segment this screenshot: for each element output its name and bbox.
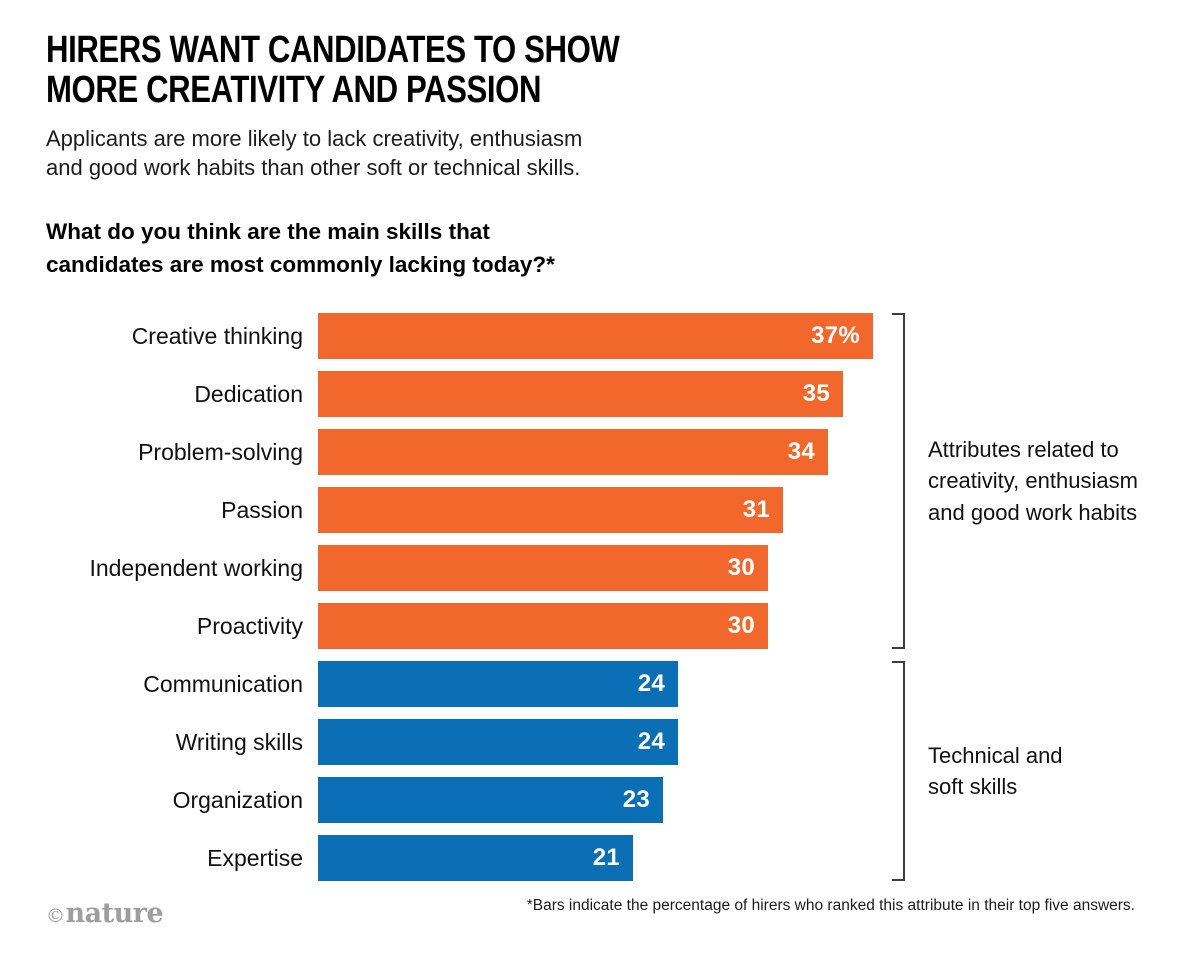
bar-category-label: Creative thinking bbox=[131, 322, 303, 349]
bar-value-label: 30 bbox=[727, 612, 755, 640]
bar-category-label: Dedication bbox=[194, 380, 303, 407]
bar-track: 30 bbox=[318, 545, 873, 592]
bar: 30 bbox=[318, 603, 768, 650]
group-bracket-technical bbox=[892, 661, 905, 882]
group-label-technical-text: Technical and soft skills bbox=[928, 742, 1063, 800]
bar-track: 30 bbox=[318, 603, 873, 650]
chart-subtitle-line-1: Applicants are more likely to lack creat… bbox=[46, 125, 583, 151]
bar-category-label: Independent working bbox=[89, 554, 303, 581]
bar-category-label: Proactivity bbox=[196, 612, 303, 639]
bar-track: 35 bbox=[318, 371, 873, 418]
bar-track: 21 bbox=[318, 835, 873, 882]
bar-value-label: 31 bbox=[742, 496, 770, 524]
bar-track: 23 bbox=[318, 777, 873, 824]
bar-category-label: Passion bbox=[221, 496, 303, 523]
chart-title-line-1: HIRERS WANT CANDIDATES TO SHOW bbox=[46, 29, 620, 71]
bar: 35 bbox=[318, 371, 843, 418]
chart-footnote: *Bars indicate the percentage of hirers … bbox=[526, 897, 1135, 915]
bar-row: Passion 31 bbox=[46, 487, 1135, 534]
bar-row: Independent working 30 bbox=[46, 545, 1135, 592]
bar-value-label: 24 bbox=[637, 670, 665, 698]
bar-row: Creative thinking 37% bbox=[46, 313, 1135, 360]
chart-subtitle-line-2: and good work habits than other soft or … bbox=[46, 154, 581, 180]
copyright-symbol: © bbox=[46, 905, 65, 928]
bar-row: Dedication 35 bbox=[46, 371, 1135, 418]
chart-title-line-2: MORE CREATIVITY AND PASSION bbox=[46, 69, 542, 112]
bar-track: 31 bbox=[318, 487, 873, 534]
bar-track: 24 bbox=[318, 719, 873, 766]
bar: 37% bbox=[318, 313, 873, 360]
bar-track: 37% bbox=[318, 313, 873, 360]
bar-row: Proactivity 30 bbox=[46, 603, 1135, 650]
nature-logo: ©nature bbox=[46, 898, 164, 930]
brand-name: nature bbox=[65, 898, 164, 930]
bar-category-label: Problem-solving bbox=[138, 438, 303, 465]
chart-title: HIRERS WANT CANDIDATES TO SHOW MORE CREA… bbox=[46, 30, 939, 111]
bar-row: Expertise 21 bbox=[46, 835, 1135, 882]
bar-value-label: 24 bbox=[637, 728, 665, 756]
bar-track: 24 bbox=[318, 661, 873, 708]
survey-question-line-2: candidates are most commonly lacking tod… bbox=[46, 252, 555, 278]
bar-row: Writing skills 24 bbox=[46, 719, 1135, 766]
bars-container: Creative thinking 37% Dedication 35 Problem-… bbox=[46, 313, 1135, 882]
bar-chart: Creative thinking 37% Dedication 35 Problem-… bbox=[46, 313, 1138, 882]
bar: 30 bbox=[318, 545, 768, 592]
bar-value-label: 21 bbox=[592, 844, 620, 872]
bar-category-label: Organization bbox=[172, 786, 303, 813]
chart-page: HIRERS WANT CANDIDATES TO SHOW MORE CREA… bbox=[46, 30, 1138, 927]
group-label-creativity-text: Attributes related to creativity, enthus… bbox=[928, 437, 1138, 525]
survey-question-line-1: What do you think are the main skills th… bbox=[46, 218, 490, 244]
bar-value-label: 35 bbox=[802, 380, 830, 408]
survey-question: What do you think are the main skills th… bbox=[46, 215, 1135, 283]
bar: 24 bbox=[318, 661, 678, 708]
group-bracket-creativity bbox=[892, 313, 905, 650]
bar-row: Organization 23 bbox=[46, 777, 1135, 824]
group-label-creativity: Attributes related to creativity, enthus… bbox=[928, 313, 1150, 649]
chart-subtitle: Applicants are more likely to lack creat… bbox=[46, 124, 1135, 182]
bar: 21 bbox=[318, 835, 633, 882]
bar: 31 bbox=[318, 487, 783, 534]
bar-category-label: Expertise bbox=[207, 844, 303, 871]
bar-value-label: 37% bbox=[811, 322, 860, 350]
bar-track: 34 bbox=[318, 429, 873, 476]
bar-row: Communication 24 bbox=[46, 661, 1135, 708]
bar: 34 bbox=[318, 429, 828, 476]
bar-value-label: 30 bbox=[727, 554, 755, 582]
bar-category-label: Communication bbox=[143, 670, 303, 697]
bar: 24 bbox=[318, 719, 678, 766]
bar-value-label: 23 bbox=[622, 786, 650, 814]
bar-row: Problem-solving 34 bbox=[46, 429, 1135, 476]
bar-category-label: Writing skills bbox=[175, 728, 303, 755]
group-label-technical: Technical and soft skills bbox=[928, 661, 1088, 881]
chart-footer: ©nature *Bars indicate the percentage of… bbox=[46, 897, 1135, 927]
bar: 23 bbox=[318, 777, 663, 824]
bar-value-label: 34 bbox=[787, 438, 815, 466]
